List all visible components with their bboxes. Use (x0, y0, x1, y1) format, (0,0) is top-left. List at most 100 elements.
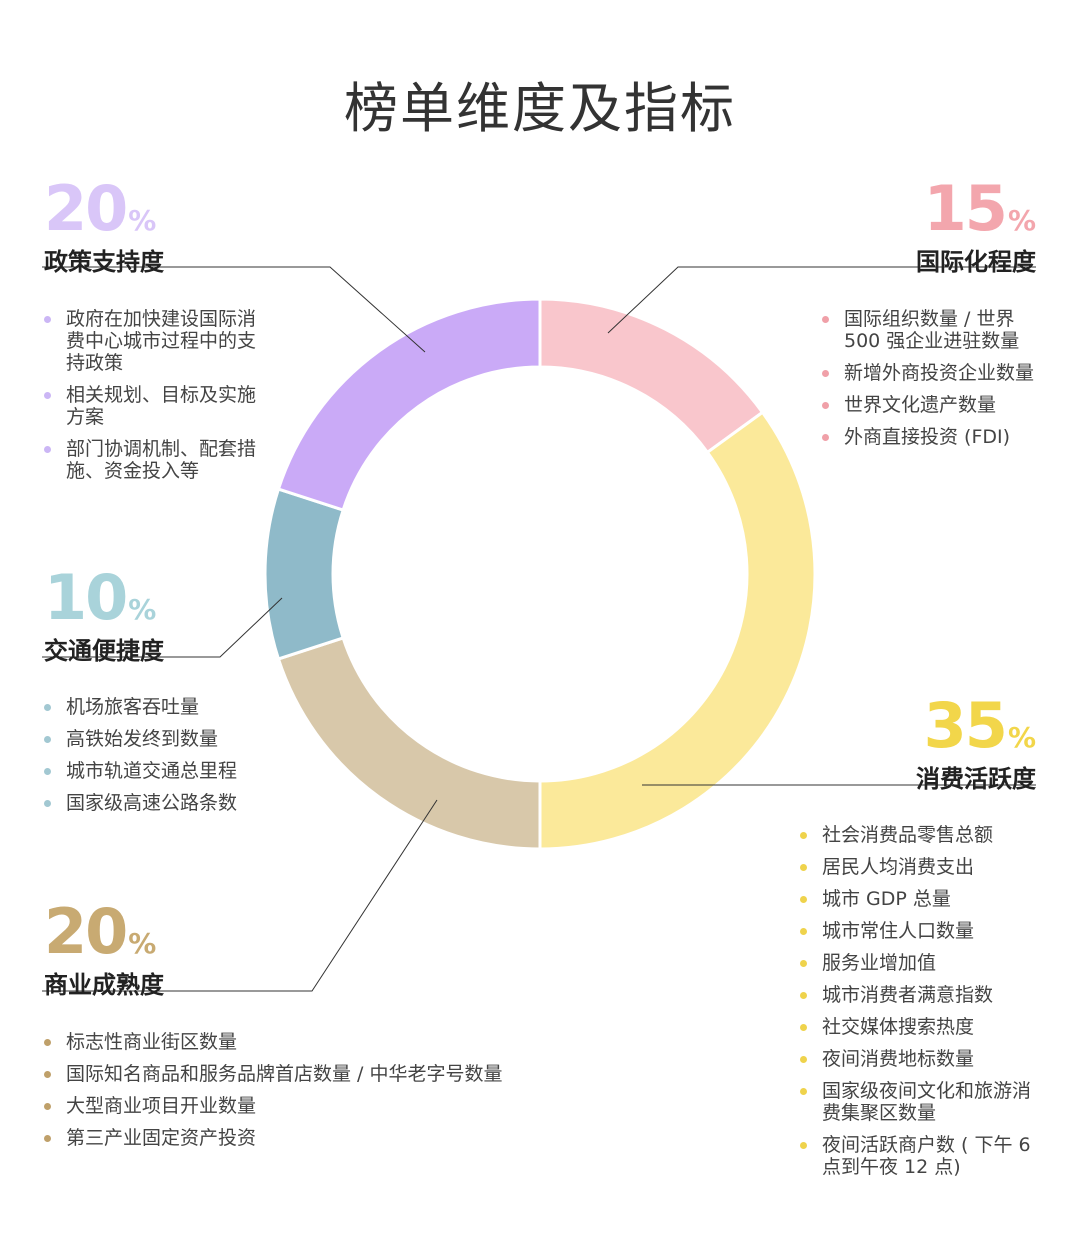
bullet-dot-icon (800, 928, 807, 935)
indicator-item: 城市轨道交通总里程 (44, 760, 304, 782)
bullet-dot-icon (44, 316, 51, 323)
donut-slice-consume (538, 410, 817, 851)
indicator-item: 社会消费品零售总额 (800, 824, 1040, 846)
category-block-traffic: 10% 交通便捷度 (44, 567, 164, 666)
category-block-policy: 20% 政策支持度 (44, 178, 164, 277)
indicator-item: 社交媒体搜索热度 (800, 1016, 1040, 1038)
indicator-item: 高铁始发终到数量 (44, 728, 304, 750)
indicator-item: 世界文化遗产数量 (822, 394, 1040, 416)
percent-label-business: 20% (44, 895, 157, 968)
bullet-dot-icon (800, 1024, 807, 1031)
indicator-item: 新增外商投资企业数量 (822, 362, 1040, 384)
category-label-consume: 消费活跃度 (916, 765, 1036, 793)
bullet-dot-icon (800, 1056, 807, 1063)
bullet-dot-icon (44, 768, 51, 775)
indicator-text: 世界文化遗产数量 (844, 394, 997, 416)
indicator-text: 部门协调机制、配套措施、资金投入等 (66, 438, 257, 482)
indicator-text: 国家级夜间文化和旅游消费集聚区数量 (822, 1080, 1032, 1124)
indicator-text: 国家级高速公路条数 (66, 792, 238, 814)
leader-line-intl (607, 266, 1036, 334)
indicator-list-policy: 政府在加快建设国际消费中心城市过程中的支持政策相关规划、目标及实施方案 部门协调机… (44, 308, 264, 492)
indicator-item: 第三产业固定资产投资 (44, 1127, 564, 1149)
indicator-text: 机场旅客吞吐量 (66, 696, 200, 718)
indicator-list-traffic: 机场旅客吞吐量 高铁始发终到数量 城市轨道交通总里程 国家级高速公路条数 (44, 696, 304, 824)
indicator-item: 城市常住人口数量 (800, 920, 1040, 942)
indicator-list-business: 标志性商业街区数量国际知名商品和服务品牌首店数量 / 中华老字号数量 大型商业项目… (44, 1031, 564, 1159)
indicator-text: 社会消费品零售总额 (822, 824, 994, 846)
indicator-item: 相关规划、目标及实施方案 (44, 384, 264, 428)
indicator-text: 社交媒体搜索热度 (822, 1016, 975, 1038)
bullet-dot-icon (822, 434, 829, 441)
bullet-dot-icon (44, 1039, 51, 1046)
category-block-intl: 15% 国际化程度 (916, 178, 1036, 277)
indicator-text: 高铁始发终到数量 (66, 728, 219, 750)
bullet-dot-icon (800, 960, 807, 967)
bullet-dot-icon (800, 832, 807, 839)
percent-label-policy: 20% (44, 172, 157, 245)
bullet-dot-icon (800, 1088, 807, 1095)
bullet-dot-icon (822, 316, 829, 323)
donut-slice-traffic (263, 487, 346, 661)
indicator-item: 国际知名商品和服务品牌首店数量 / 中华老字号数量 (44, 1063, 564, 1085)
percent-label-consume: 35% (923, 689, 1036, 762)
percent-label-intl: 15% (923, 172, 1036, 245)
indicator-text: 新增外商投资企业数量 (844, 362, 1035, 384)
donut-slice-policy (276, 297, 542, 512)
bullet-dot-icon (44, 1135, 51, 1142)
indicator-text: 城市 GDP 总量 (822, 888, 951, 910)
bullet-dot-icon (44, 1103, 51, 1110)
category-label-intl: 国际化程度 (916, 248, 1036, 276)
indicator-item: 居民人均消费支出 (800, 856, 1040, 878)
indicator-text: 国际组织数量 / 世界500 强企业进驻数量 (844, 308, 1020, 352)
indicator-text: 标志性商业街区数量 (66, 1031, 238, 1053)
page-title: 榜单维度及指标 (344, 77, 736, 140)
category-label-policy: 政策支持度 (44, 248, 164, 276)
category-block-consume: 35% 消费活跃度 (916, 695, 1036, 794)
indicator-item: 大型商业项目开业数量 (44, 1095, 564, 1117)
indicator-text: 服务业增加值 (822, 952, 937, 974)
indicator-item: 国际组织数量 / 世界500 强企业进驻数量 (822, 308, 1040, 352)
indicator-text: 相关规划、目标及实施方案 (66, 384, 257, 428)
donut-slice-business (276, 636, 542, 851)
indicator-text: 夜间活跃商户数 ( 下午 6 点到午夜 12 点) (822, 1134, 1031, 1178)
indicator-text: 城市消费者满意指数 (822, 984, 994, 1006)
indicator-item: 标志性商业街区数量 (44, 1031, 564, 1053)
indicator-text: 城市轨道交通总里程 (66, 760, 238, 782)
indicator-text: 夜间消费地标数量 (822, 1048, 975, 1070)
bullet-dot-icon (44, 736, 51, 743)
indicator-item: 国家级夜间文化和旅游消费集聚区数量 (800, 1080, 1040, 1124)
bullet-dot-icon (44, 392, 51, 399)
leader-line-traffic (42, 597, 283, 658)
indicator-text: 城市常住人口数量 (822, 920, 975, 942)
bullet-dot-icon (800, 992, 807, 999)
indicator-text: 外商直接投资 (FDI) (844, 426, 1011, 448)
percent-label-traffic: 10% (44, 561, 157, 634)
leader-line-policy (42, 266, 426, 353)
indicator-text: 政府在加快建设国际消费中心城市过程中的支持政策 (66, 308, 257, 374)
indicator-item: 国家级高速公路条数 (44, 792, 304, 814)
donut-slice-intl (538, 297, 765, 455)
bullet-dot-icon (44, 800, 51, 807)
bullet-dot-icon (800, 864, 807, 871)
category-block-business: 20% 商业成熟度 (44, 901, 164, 1000)
category-label-business: 商业成熟度 (44, 971, 164, 999)
indicator-item: 外商直接投资 (FDI) (822, 426, 1040, 448)
indicator-item: 机场旅客吞吐量 (44, 696, 304, 718)
leader-line-business (42, 799, 438, 992)
indicator-list-consume: 社会消费品零售总额 居民人均消费支出 城市 GDP 总量城市常住人口数量 服务业增加值… (800, 824, 1040, 1188)
indicator-item: 部门协调机制、配套措施、资金投入等 (44, 438, 264, 482)
bullet-dot-icon (44, 446, 51, 453)
indicator-item: 夜间活跃商户数 ( 下午 6 点到午夜 12 点) (800, 1134, 1040, 1178)
bullet-dot-icon (822, 402, 829, 409)
indicator-item: 城市 GDP 总量 (800, 888, 1040, 910)
category-label-traffic: 交通便捷度 (44, 637, 164, 665)
indicator-text: 第三产业固定资产投资 (66, 1127, 257, 1149)
indicator-item: 城市消费者满意指数 (800, 984, 1040, 1006)
bullet-dot-icon (822, 370, 829, 377)
bullet-dot-icon (800, 1142, 807, 1149)
indicator-item: 政府在加快建设国际消费中心城市过程中的支持政策 (44, 308, 264, 374)
bullet-dot-icon (800, 896, 807, 903)
indicator-list-intl: 国际组织数量 / 世界500 强企业进驻数量新增外商投资企业数量 世界文化遗产数量… (822, 308, 1040, 458)
indicator-text: 居民人均消费支出 (822, 856, 975, 878)
